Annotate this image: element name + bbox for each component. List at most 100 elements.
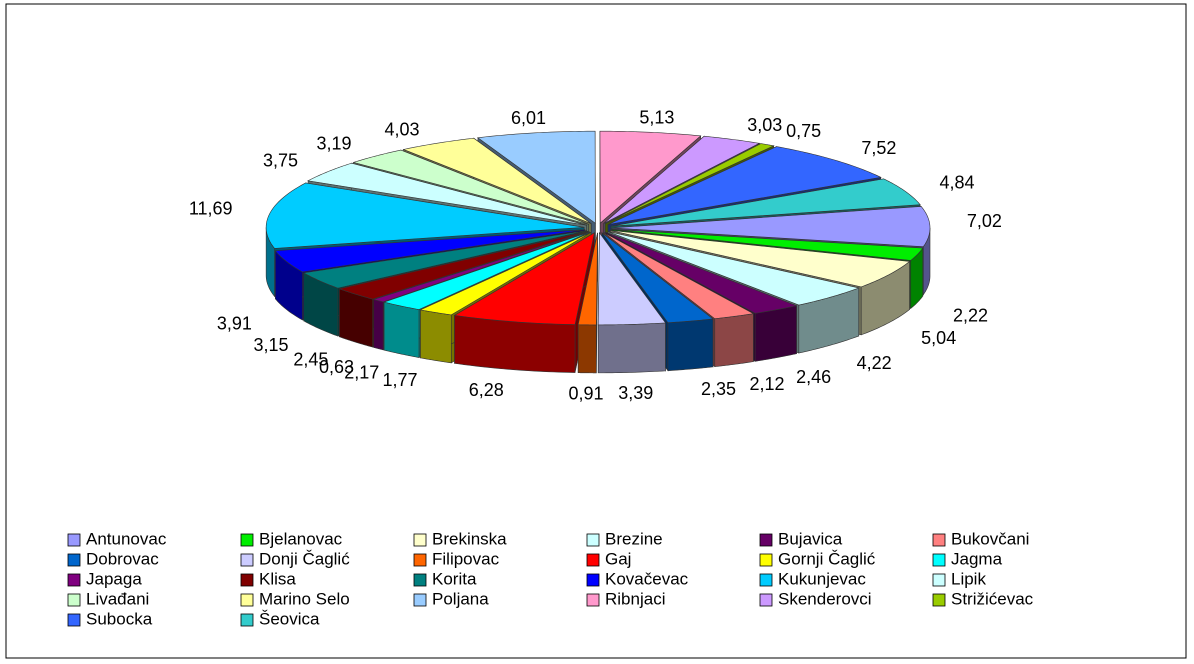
legend-swatch <box>240 533 254 547</box>
data-label: 3,19 <box>316 133 351 153</box>
legend-label: Bujavica <box>778 529 843 548</box>
legend-swatch <box>240 553 254 567</box>
legend-swatch <box>932 573 946 587</box>
legend-swatch <box>240 593 254 607</box>
slice <box>607 146 882 225</box>
slice <box>302 230 587 289</box>
data-label: 2,45 <box>293 350 328 370</box>
legend-label: Šeovica <box>259 609 320 628</box>
legend-swatch <box>413 533 427 547</box>
data-label: 2,12 <box>750 374 785 394</box>
data-label: 7,52 <box>861 138 896 158</box>
data-label: 2,17 <box>344 363 379 383</box>
slice-side <box>577 324 597 374</box>
legend-swatch <box>586 573 600 587</box>
legend-swatch <box>413 593 427 607</box>
slice <box>372 231 589 303</box>
slice <box>352 149 589 225</box>
slice <box>599 130 702 224</box>
legend-label: Japaga <box>86 569 142 588</box>
legend-swatch <box>586 553 600 567</box>
legend-swatch <box>67 553 81 567</box>
legend-label: Kukunjevac <box>778 569 866 588</box>
legend-label: Gornji Čaglić <box>778 549 876 568</box>
legend-label: Jagma <box>951 549 1003 568</box>
legend-label: Subocka <box>86 609 153 628</box>
legend-swatch <box>67 573 81 587</box>
slice-side <box>420 309 452 364</box>
slice <box>603 232 755 319</box>
legend-label: Bjelanovac <box>259 529 343 548</box>
data-label: 0,63 <box>319 357 354 377</box>
slice <box>610 230 911 288</box>
legend-label: Brezine <box>605 529 663 548</box>
data-label: 4,22 <box>857 353 892 373</box>
slice <box>601 232 714 324</box>
legend-label: Bukovčani <box>951 529 1029 548</box>
legend-label: Dobrovac <box>86 549 159 568</box>
data-label: 3,39 <box>618 383 653 403</box>
legend-label: Ribnjaci <box>605 589 665 608</box>
legend-label: Korita <box>432 569 477 588</box>
data-label: 3,03 <box>747 115 782 135</box>
slice-side <box>373 299 384 351</box>
slice <box>419 232 592 316</box>
slice <box>607 231 860 306</box>
data-label: 7,02 <box>967 211 1002 231</box>
legend-swatch <box>240 613 254 627</box>
slice-side <box>667 318 714 372</box>
data-label: 4,84 <box>940 172 975 192</box>
legend-swatch <box>586 533 600 547</box>
legend-swatch <box>759 553 773 567</box>
data-label: 2,22 <box>953 306 988 326</box>
legend-swatch <box>932 553 946 567</box>
legend-swatch <box>932 593 946 607</box>
slice-side <box>597 322 666 374</box>
slice-side <box>754 305 797 362</box>
data-label: 5,13 <box>639 107 674 127</box>
slice <box>577 232 598 326</box>
slice <box>307 162 587 226</box>
legend-label: Donji Čaglić <box>259 549 350 568</box>
legend-swatch <box>67 533 81 547</box>
legend-swatch <box>932 533 946 547</box>
legend-swatch <box>759 533 773 547</box>
slice <box>610 178 921 227</box>
legend-label: Antunovac <box>86 529 167 548</box>
data-label: 2,46 <box>796 367 831 387</box>
slice <box>274 229 585 273</box>
legend-label: Klisa <box>259 569 296 588</box>
legend-label: Marino Selo <box>259 589 350 608</box>
data-label: 4,03 <box>385 119 420 139</box>
slice-side <box>714 313 754 368</box>
legend-label: Filipovac <box>432 549 500 568</box>
legend-swatch <box>240 573 254 587</box>
data-label: 0,91 <box>569 383 604 403</box>
slice <box>605 143 775 225</box>
slice <box>402 137 592 224</box>
data-label: 6,28 <box>469 380 504 400</box>
legend-swatch <box>413 553 427 567</box>
legend-swatch <box>67 613 81 627</box>
data-label: 5,04 <box>921 328 956 348</box>
slice <box>477 130 596 224</box>
legend-label: Livađani <box>86 589 149 608</box>
legend-swatch <box>67 593 81 607</box>
legend-label: Strižićevac <box>951 589 1034 608</box>
slice <box>611 229 924 261</box>
legend-label: Brekinska <box>432 529 507 548</box>
legend-swatch <box>586 593 600 607</box>
data-label: 2,35 <box>701 379 736 399</box>
legend-label: Lipik <box>951 569 986 588</box>
legend-swatch <box>413 573 427 587</box>
slice-side <box>383 301 420 358</box>
data-label: 3,15 <box>253 335 288 355</box>
slice <box>453 232 595 325</box>
legend-swatch <box>759 573 773 587</box>
slice <box>603 135 761 224</box>
slice <box>611 206 931 247</box>
slice <box>605 231 798 314</box>
slice <box>265 182 585 249</box>
data-label: 11,69 <box>189 198 233 218</box>
